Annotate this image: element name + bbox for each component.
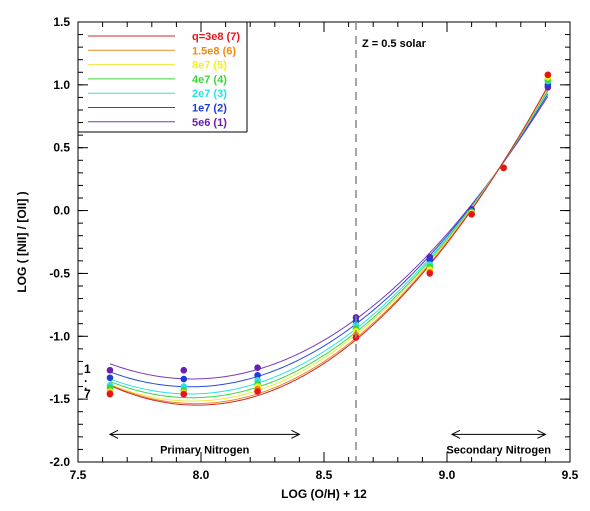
- y-tick-label: 0.5: [53, 141, 70, 155]
- data-point: [254, 371, 261, 379]
- end-label: 7: [84, 387, 91, 401]
- y-axis-title: LOG ( [NII] / [OII] ): [15, 191, 29, 292]
- series-points: [106, 71, 552, 398]
- legend-label-6: 1e7 (2): [192, 103, 227, 115]
- data-point: [106, 366, 114, 374]
- x-axis-title: LOG (O/H) + 12: [281, 487, 367, 501]
- annotation-arrowhead-right: [291, 429, 301, 439]
- y-tick-label: 1.5: [53, 15, 70, 29]
- data-point: [180, 390, 188, 398]
- end-label: 1: [84, 362, 91, 376]
- x-tick-label: 9.5: [562, 468, 579, 482]
- legend-label-5: 2e7 (3): [192, 88, 227, 100]
- y-tick-label: -2.0: [49, 455, 70, 469]
- end-label: .: [84, 371, 87, 385]
- x-tick-label: 9.0: [439, 468, 456, 482]
- x-tick-label: 7.5: [70, 468, 87, 482]
- legend-label-7: 5e6 (1): [192, 117, 227, 129]
- y-tick-label: 0.0: [53, 204, 70, 218]
- metallicity-marker: Z = 0.5 solar: [355, 22, 427, 462]
- y-tick-label: -1.0: [49, 329, 70, 343]
- series-line-1: [109, 85, 549, 406]
- y-tick-label: 1.0: [53, 78, 70, 92]
- annotation-label: Secondary Nitrogen: [446, 444, 551, 456]
- data-point: [254, 388, 261, 395]
- x-tick-label: 8.0: [193, 468, 210, 482]
- legend-label-1: q=3e8 (7): [192, 31, 240, 43]
- y-tick-label: -0.5: [49, 266, 70, 280]
- data-point: [254, 364, 261, 372]
- end-label: .: [84, 378, 87, 392]
- annotation-arrowhead-right: [537, 429, 547, 439]
- data-point: [468, 211, 475, 218]
- legend-label-2: 1.5e8 (6): [192, 45, 236, 57]
- axis-ticks: 7.5 8.0 8.5 9.0 9.5 1.5 1.0 0.5 0.0 -0.5 -1.0 -1.5 -…: [49, 15, 578, 482]
- legend: q=3e8 (7) 1.5e8 (6) 8e7 (5) 4e7 (4) 2e7 (3) 1…: [78, 22, 248, 133]
- y-tick-label: -1.5: [49, 392, 70, 406]
- annotation-label: Primary Nitrogen: [160, 444, 250, 456]
- data-point: [500, 164, 507, 172]
- curve-end-labels: 1..7: [84, 362, 91, 401]
- data-point: [180, 375, 188, 383]
- annotation-arrowhead-left: [108, 429, 119, 439]
- legend-label-4: 4e7 (4): [192, 74, 227, 86]
- legend-label-3: 8e7 (5): [192, 60, 227, 72]
- data-point: [544, 71, 552, 79]
- data-point: [106, 374, 114, 382]
- data-point: [426, 270, 434, 277]
- nitrogen-annotations: Primary Nitrogen Secondary Nitrogen: [108, 429, 551, 456]
- x-tick-label: 8.5: [316, 468, 333, 482]
- data-point: [426, 256, 434, 263]
- vline-label: Z = 0.5 solar: [362, 38, 427, 50]
- data-point: [180, 366, 188, 374]
- annotation-arrowhead-left: [450, 429, 461, 439]
- data-point: [106, 390, 114, 398]
